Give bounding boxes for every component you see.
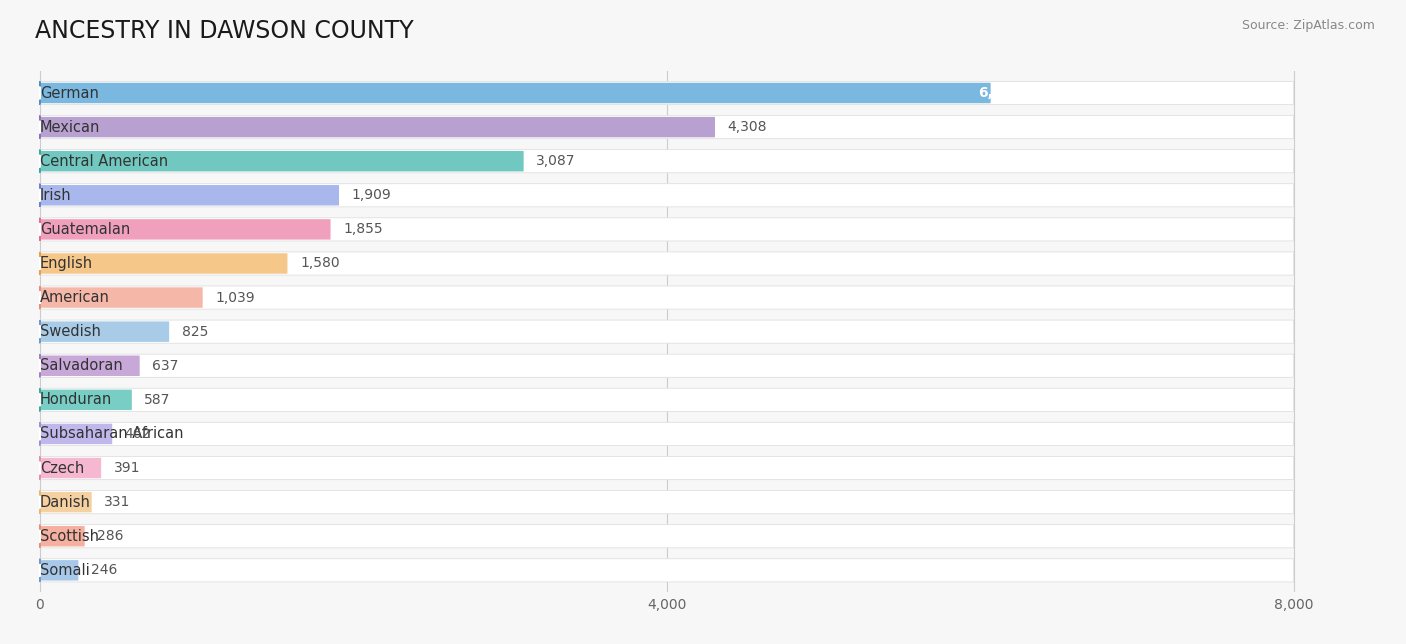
FancyBboxPatch shape — [39, 287, 202, 308]
Text: Guatemalan: Guatemalan — [39, 222, 131, 237]
FancyBboxPatch shape — [39, 457, 1294, 480]
FancyBboxPatch shape — [39, 83, 991, 103]
Text: 1,580: 1,580 — [299, 256, 340, 270]
Text: Subsaharan African: Subsaharan African — [39, 426, 183, 441]
Text: Central American: Central American — [39, 154, 169, 169]
Text: English: English — [39, 256, 93, 271]
FancyBboxPatch shape — [39, 151, 523, 171]
FancyBboxPatch shape — [39, 559, 1294, 582]
FancyBboxPatch shape — [39, 355, 139, 376]
Text: German: German — [39, 86, 98, 100]
FancyBboxPatch shape — [39, 81, 1294, 104]
FancyBboxPatch shape — [39, 424, 112, 444]
FancyBboxPatch shape — [39, 286, 1294, 309]
Text: 1,039: 1,039 — [215, 290, 254, 305]
FancyBboxPatch shape — [39, 354, 1294, 377]
Text: Somali: Somali — [39, 563, 90, 578]
Text: 825: 825 — [181, 325, 208, 339]
FancyBboxPatch shape — [39, 422, 1294, 446]
FancyBboxPatch shape — [39, 390, 132, 410]
FancyBboxPatch shape — [39, 492, 91, 513]
FancyBboxPatch shape — [39, 560, 79, 580]
Text: Danish: Danish — [39, 495, 91, 509]
FancyBboxPatch shape — [39, 252, 1294, 275]
FancyBboxPatch shape — [39, 117, 716, 137]
Text: Salvadoran: Salvadoran — [39, 358, 122, 374]
Text: Mexican: Mexican — [39, 120, 100, 135]
Text: Czech: Czech — [39, 460, 84, 475]
Text: American: American — [39, 290, 110, 305]
Text: 3,087: 3,087 — [536, 154, 575, 168]
FancyBboxPatch shape — [39, 526, 84, 547]
Text: 1,855: 1,855 — [343, 222, 382, 236]
FancyBboxPatch shape — [39, 115, 1294, 138]
Text: Irish: Irish — [39, 188, 72, 203]
Text: 587: 587 — [145, 393, 170, 407]
Text: 4,308: 4,308 — [727, 120, 768, 134]
FancyBboxPatch shape — [39, 525, 1294, 548]
Text: 286: 286 — [97, 529, 124, 544]
Text: 6,067: 6,067 — [979, 86, 1022, 100]
FancyBboxPatch shape — [39, 184, 1294, 207]
FancyBboxPatch shape — [39, 320, 1294, 343]
FancyBboxPatch shape — [39, 321, 169, 342]
Text: Source: ZipAtlas.com: Source: ZipAtlas.com — [1241, 19, 1375, 32]
Text: 391: 391 — [114, 461, 141, 475]
FancyBboxPatch shape — [39, 219, 330, 240]
FancyBboxPatch shape — [39, 149, 1294, 173]
Text: 637: 637 — [152, 359, 179, 373]
Text: Scottish: Scottish — [39, 529, 98, 544]
Text: Swedish: Swedish — [39, 324, 101, 339]
Text: 246: 246 — [91, 564, 117, 577]
Text: Honduran: Honduran — [39, 392, 112, 408]
Text: ANCESTRY IN DAWSON COUNTY: ANCESTRY IN DAWSON COUNTY — [35, 19, 413, 43]
FancyBboxPatch shape — [39, 458, 101, 478]
FancyBboxPatch shape — [39, 388, 1294, 412]
FancyBboxPatch shape — [39, 185, 339, 205]
FancyBboxPatch shape — [39, 253, 287, 274]
FancyBboxPatch shape — [39, 491, 1294, 514]
FancyBboxPatch shape — [39, 218, 1294, 241]
Text: 462: 462 — [125, 427, 152, 441]
Text: 1,909: 1,909 — [352, 188, 391, 202]
Text: 331: 331 — [104, 495, 131, 509]
